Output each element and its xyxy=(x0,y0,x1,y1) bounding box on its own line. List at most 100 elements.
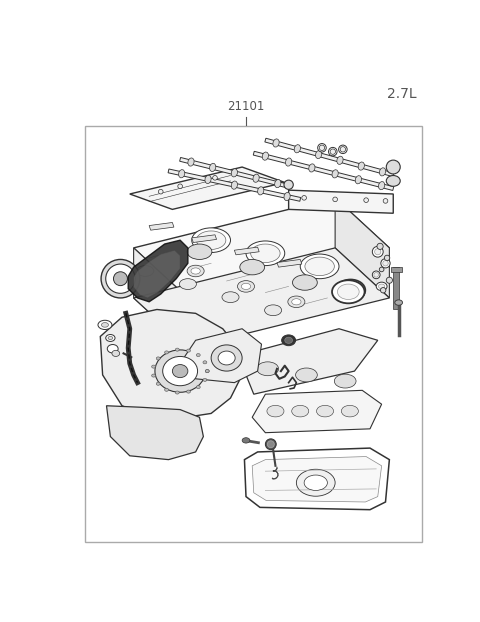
Ellipse shape xyxy=(318,144,326,152)
Ellipse shape xyxy=(330,149,336,154)
Ellipse shape xyxy=(300,254,339,279)
Ellipse shape xyxy=(108,337,113,340)
Bar xyxy=(85,126,421,542)
Ellipse shape xyxy=(240,259,264,275)
Ellipse shape xyxy=(381,287,386,293)
Polygon shape xyxy=(179,170,185,178)
Polygon shape xyxy=(286,158,292,166)
Polygon shape xyxy=(133,198,389,298)
Ellipse shape xyxy=(107,345,118,353)
Ellipse shape xyxy=(381,259,390,268)
Ellipse shape xyxy=(106,335,115,341)
Ellipse shape xyxy=(341,406,359,417)
Ellipse shape xyxy=(218,351,235,365)
Polygon shape xyxy=(379,168,386,176)
Bar xyxy=(393,267,399,310)
Ellipse shape xyxy=(106,264,135,294)
Ellipse shape xyxy=(165,388,168,391)
Polygon shape xyxy=(205,175,211,183)
Polygon shape xyxy=(288,190,393,213)
Polygon shape xyxy=(133,248,389,348)
Polygon shape xyxy=(128,240,188,302)
Ellipse shape xyxy=(375,249,381,255)
Ellipse shape xyxy=(232,171,237,175)
Ellipse shape xyxy=(372,246,383,257)
Polygon shape xyxy=(277,259,302,267)
Polygon shape xyxy=(209,163,216,172)
Polygon shape xyxy=(192,234,216,243)
Ellipse shape xyxy=(302,195,306,200)
Polygon shape xyxy=(265,138,394,177)
Ellipse shape xyxy=(112,350,120,356)
Polygon shape xyxy=(234,247,259,255)
Polygon shape xyxy=(244,448,389,509)
Ellipse shape xyxy=(332,281,365,304)
Polygon shape xyxy=(180,329,262,383)
Ellipse shape xyxy=(319,145,324,151)
Ellipse shape xyxy=(304,475,327,490)
Ellipse shape xyxy=(328,147,337,156)
Ellipse shape xyxy=(187,349,191,352)
Ellipse shape xyxy=(284,180,293,189)
Ellipse shape xyxy=(192,228,230,253)
Ellipse shape xyxy=(101,323,108,327)
Polygon shape xyxy=(315,151,322,159)
Ellipse shape xyxy=(196,353,200,356)
Polygon shape xyxy=(253,151,394,190)
Polygon shape xyxy=(168,169,300,202)
Ellipse shape xyxy=(379,284,385,289)
Ellipse shape xyxy=(187,244,212,259)
Ellipse shape xyxy=(213,175,217,180)
Text: 21101: 21101 xyxy=(228,100,264,113)
Polygon shape xyxy=(309,164,315,172)
Ellipse shape xyxy=(205,369,209,373)
Polygon shape xyxy=(133,248,188,348)
Ellipse shape xyxy=(158,189,163,194)
Ellipse shape xyxy=(265,439,276,450)
Ellipse shape xyxy=(205,369,209,373)
Ellipse shape xyxy=(203,378,207,381)
Polygon shape xyxy=(180,157,289,188)
Ellipse shape xyxy=(333,197,337,202)
Ellipse shape xyxy=(296,368,317,382)
Bar xyxy=(391,267,402,272)
Ellipse shape xyxy=(292,275,317,290)
Ellipse shape xyxy=(101,259,140,298)
Polygon shape xyxy=(188,158,194,166)
Ellipse shape xyxy=(163,356,198,386)
Polygon shape xyxy=(332,170,338,178)
Ellipse shape xyxy=(165,351,168,354)
Ellipse shape xyxy=(337,284,359,299)
Polygon shape xyxy=(252,391,382,433)
Ellipse shape xyxy=(156,357,160,360)
Ellipse shape xyxy=(364,198,369,202)
Ellipse shape xyxy=(241,283,251,289)
Polygon shape xyxy=(100,310,242,421)
Polygon shape xyxy=(133,250,180,298)
Polygon shape xyxy=(107,406,204,460)
Ellipse shape xyxy=(383,198,388,203)
Ellipse shape xyxy=(372,271,380,279)
Ellipse shape xyxy=(238,281,254,292)
Polygon shape xyxy=(337,156,343,164)
Ellipse shape xyxy=(187,265,204,277)
Polygon shape xyxy=(258,187,264,195)
Ellipse shape xyxy=(155,350,205,392)
Ellipse shape xyxy=(340,147,346,152)
Ellipse shape xyxy=(242,438,250,443)
Polygon shape xyxy=(355,175,361,184)
Ellipse shape xyxy=(386,277,393,283)
Polygon shape xyxy=(273,139,279,147)
Ellipse shape xyxy=(386,160,400,174)
Ellipse shape xyxy=(395,300,403,305)
Ellipse shape xyxy=(152,365,156,368)
Ellipse shape xyxy=(203,361,207,364)
Polygon shape xyxy=(378,182,385,190)
Ellipse shape xyxy=(340,283,360,297)
Ellipse shape xyxy=(288,296,305,307)
Ellipse shape xyxy=(386,175,400,187)
Ellipse shape xyxy=(316,406,334,417)
Polygon shape xyxy=(130,167,285,210)
Ellipse shape xyxy=(282,335,296,346)
Ellipse shape xyxy=(191,268,200,274)
